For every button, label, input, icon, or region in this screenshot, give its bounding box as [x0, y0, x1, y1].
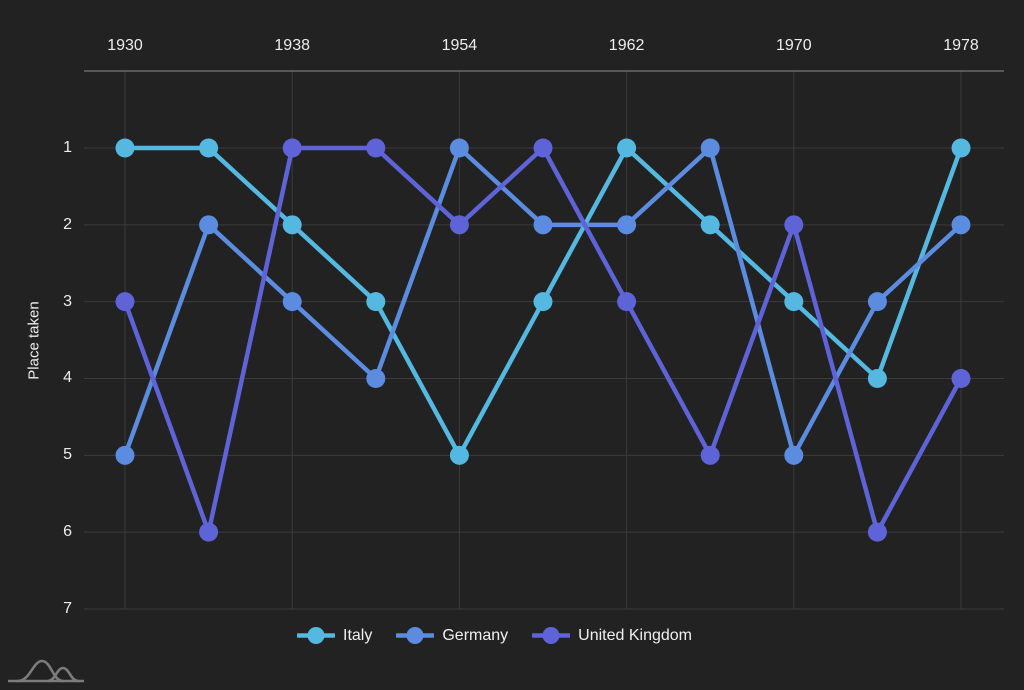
data-point-italy-1978[interactable] — [951, 138, 971, 158]
data-point-italy-1974[interactable] — [867, 368, 887, 388]
legend-label-united-kingdom: United Kingdom — [578, 626, 692, 644]
legend-marker-icon-italy — [297, 627, 335, 644]
legend-marker-icon-united-kingdom — [532, 627, 571, 644]
data-point-italy-1934[interactable] — [199, 138, 219, 158]
data-point-united-kingdom-1970[interactable] — [784, 215, 804, 235]
data-point-italy-1954[interactable] — [449, 445, 469, 465]
series-united-kingdom — [115, 138, 971, 542]
data-point-united-kingdom-1930[interactable] — [115, 292, 135, 312]
data-point-italy-1958[interactable] — [533, 292, 553, 312]
y-axis-tick-label-6: 6 — [63, 523, 72, 541]
legend-item-italy[interactable]: Italy — [297, 626, 372, 645]
data-point-italy-1938[interactable] — [282, 215, 302, 235]
data-point-united-kingdom-1950[interactable] — [366, 138, 386, 158]
legend-item-united-kingdom[interactable]: United Kingdom — [532, 626, 692, 645]
y-axis-tick-label-3: 3 — [63, 292, 72, 310]
y-axis-tick-label-7: 7 — [63, 599, 72, 617]
data-point-united-kingdom-1954[interactable] — [449, 215, 469, 235]
x-axis-tick-label-1970: 1970 — [776, 37, 812, 54]
legend-marker-dot — [307, 627, 325, 644]
data-point-united-kingdom-1978[interactable] — [951, 368, 971, 388]
x-axis-tick-label-1978: 1978 — [943, 37, 979, 54]
data-point-italy-1962[interactable] — [617, 138, 637, 158]
x-axis-tick-label-1954: 1954 — [441, 37, 478, 54]
data-point-germany-1970[interactable] — [784, 445, 804, 465]
x-axis-tick-label-1938: 1938 — [274, 37, 310, 54]
x-axis-tick-label-1930: 1930 — [107, 37, 143, 54]
legend-item-germany[interactable]: Germany — [396, 626, 508, 645]
legend: Italy Germany United Kingdom — [297, 626, 692, 645]
data-point-united-kingdom-1958[interactable] — [533, 138, 553, 158]
data-point-germany-1950[interactable] — [366, 368, 386, 388]
data-point-italy-1930[interactable] — [115, 138, 135, 158]
data-point-germany-1978[interactable] — [951, 215, 971, 235]
data-point-germany-1958[interactable] — [533, 215, 553, 235]
data-point-germany-1954[interactable] — [449, 138, 469, 158]
y-axis-tick-label-1: 1 — [63, 139, 72, 156]
data-point-italy-1950[interactable] — [366, 292, 386, 312]
data-point-united-kingdom-1966[interactable] — [700, 445, 720, 465]
legend-marker-icon-germany — [396, 627, 435, 644]
data-point-germany-1962[interactable] — [617, 215, 637, 235]
y-axis-tick-label-5: 5 — [63, 446, 72, 464]
x-axis-tick-label-1962: 1962 — [608, 37, 645, 54]
data-point-united-kingdom-1938[interactable] — [282, 138, 302, 158]
y-axis-tick-label-2: 2 — [63, 215, 72, 233]
legend-label-italy: Italy — [343, 626, 373, 644]
data-point-united-kingdom-1934[interactable] — [199, 522, 219, 542]
data-point-united-kingdom-1962[interactable] — [617, 292, 637, 312]
data-point-germany-1974[interactable] — [867, 292, 887, 312]
chart-maker-logo-icon — [8, 659, 84, 683]
y-axis-title: Place taken — [25, 301, 43, 380]
data-point-germany-1938[interactable] — [282, 292, 302, 312]
legend-marker-dot — [542, 627, 560, 644]
y-axis-tick-label-4: 4 — [63, 369, 72, 387]
data-point-germany-1934[interactable] — [199, 215, 219, 235]
data-point-italy-1966[interactable] — [700, 215, 720, 235]
legend-marker-dot — [406, 627, 424, 644]
data-point-germany-1930[interactable] — [115, 445, 135, 465]
data-point-germany-1966[interactable] — [700, 138, 720, 158]
data-point-united-kingdom-1974[interactable] — [867, 522, 887, 542]
data-point-italy-1970[interactable] — [784, 292, 804, 312]
legend-label-germany: Germany — [442, 626, 509, 644]
